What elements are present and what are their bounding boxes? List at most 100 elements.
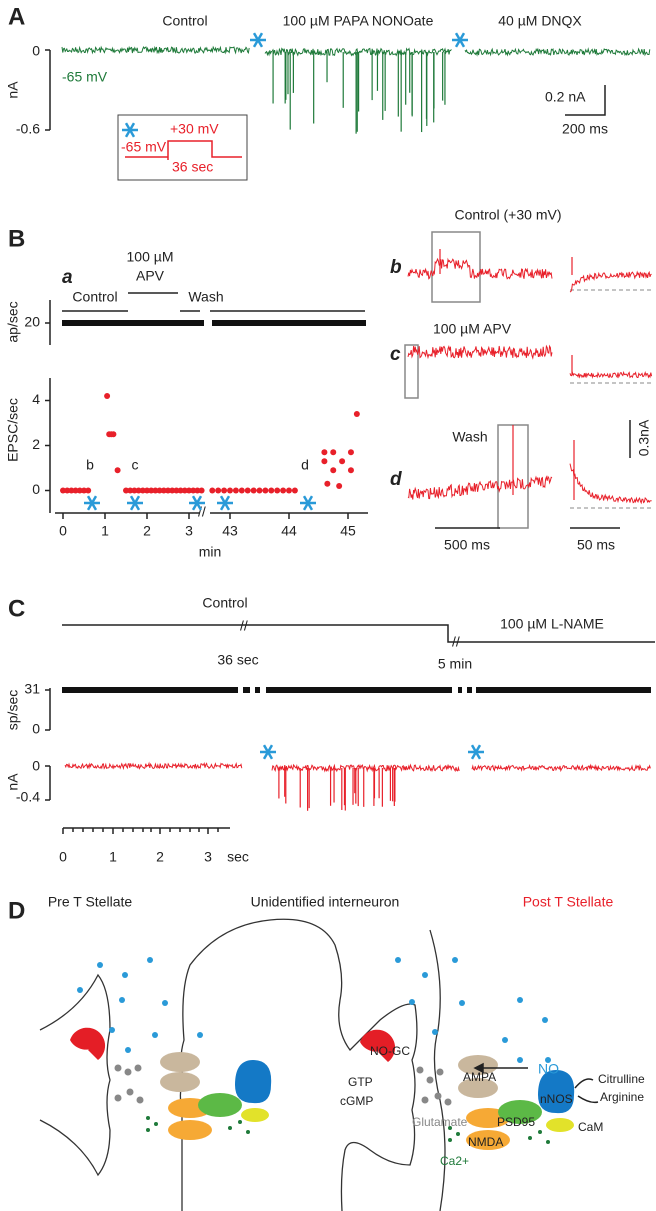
epsc-point — [280, 487, 287, 494]
epsc-point — [131, 487, 138, 494]
baseline — [570, 289, 652, 509]
epsc-point — [330, 467, 337, 474]
inset-label: +30 mV — [170, 121, 219, 137]
epsc-point — [336, 483, 343, 489]
condition: Control — [202, 595, 247, 611]
epsc-point — [324, 480, 331, 487]
tick-label: sec — [227, 849, 249, 865]
panel-label: B — [8, 225, 25, 252]
drug-label: APV — [136, 268, 165, 284]
tick-label: 20 — [24, 314, 40, 330]
epsc-point — [169, 487, 176, 494]
axis — [62, 827, 230, 834]
diagram-label: Ca2+ — [440, 1154, 469, 1168]
cell-label: Pre T Stellate — [48, 894, 133, 910]
tick-label: -0.4 — [16, 789, 40, 805]
epsc-point — [114, 467, 121, 474]
epsc-point — [256, 487, 263, 494]
tick-label: 31 — [24, 681, 40, 697]
trace-title: 100 µM APV — [433, 321, 512, 337]
sub-label: a — [62, 267, 73, 288]
diagram-label: NO-GC — [370, 1044, 410, 1058]
epsc-point — [321, 458, 328, 465]
scale-label: 0.2 nA — [545, 89, 586, 105]
trace — [271, 763, 460, 773]
holding-label: -65 mV — [62, 69, 108, 85]
diagram-label: NO — [538, 1061, 559, 1077]
panel-label: C — [8, 595, 25, 622]
arrow — [574, 1078, 599, 1104]
epsc-point — [227, 487, 233, 494]
stimulus-asterisk — [122, 122, 138, 138]
epsc-point — [268, 487, 275, 494]
epsc-point — [353, 411, 360, 417]
axis-label: nA — [5, 773, 21, 791]
inset-label: 36 sec — [172, 159, 213, 175]
scale-label: 50 ms — [577, 537, 615, 553]
stimulus-asterisk — [468, 744, 484, 760]
tick-label: 0 — [59, 523, 67, 539]
epsc-point — [139, 487, 146, 494]
stimulus-asterisk — [300, 495, 316, 511]
tick-label: -0.6 — [16, 121, 40, 137]
inset-box — [117, 114, 248, 181]
tick-label: 3 — [204, 849, 212, 865]
epsc-point — [347, 449, 354, 456]
inset-label: -65 mV — [121, 139, 167, 155]
diagram-label: Glutamate — [412, 1115, 468, 1129]
diagram-label: CaM — [578, 1120, 603, 1134]
condition: Control — [72, 289, 117, 305]
epsc-point — [244, 487, 251, 494]
epsc-point — [173, 487, 180, 494]
epsc-point — [186, 487, 192, 494]
axis-label: ap/sec — [5, 301, 21, 342]
diagram-label: cGMP — [340, 1094, 373, 1108]
tick-label: 1 — [101, 523, 109, 539]
tick-label: 1 — [109, 849, 117, 865]
tick-label: 0 — [32, 721, 40, 737]
epsc-point — [144, 487, 150, 494]
trace — [569, 370, 653, 379]
epsc-point — [60, 487, 66, 494]
trace-title: Control (+30 mV) — [455, 207, 562, 223]
tick-label: 2 — [32, 436, 40, 452]
axis — [45, 765, 51, 801]
epsc-point — [104, 393, 111, 399]
drug-label: 100 µM — [127, 249, 174, 265]
panel-label: D — [8, 897, 25, 924]
trace-letter: b — [390, 257, 402, 278]
epsc-point — [198, 487, 205, 494]
cell-label: Unidentified interneuron — [251, 894, 400, 910]
trace — [64, 761, 243, 771]
axis-label: EPSC/sec — [5, 398, 21, 462]
tick-label: 0 — [59, 849, 67, 865]
axis-break: // — [452, 634, 460, 650]
epoch-line — [62, 624, 655, 643]
calcium-dots — [146, 1116, 550, 1144]
diagram-label: nNOS — [540, 1092, 573, 1106]
epsc-point — [221, 487, 228, 494]
trace — [464, 47, 651, 57]
stimulus-asterisk — [452, 32, 468, 48]
scale-bar — [565, 85, 606, 116]
epsc-point — [262, 487, 269, 494]
epsc-point — [160, 487, 167, 494]
tick-label: 0 — [32, 481, 40, 497]
trace-letter: d — [390, 469, 402, 490]
epsc-point — [274, 487, 281, 494]
epsc-point — [135, 487, 142, 494]
epsc-point — [250, 487, 257, 494]
axis — [45, 300, 51, 345]
epsc-point — [68, 487, 75, 494]
zoom-box — [431, 231, 481, 303]
trace-letter: c — [390, 344, 401, 365]
epsc-point — [209, 487, 216, 494]
axis-label: min — [199, 544, 222, 560]
gap-label: 36 sec — [217, 652, 258, 668]
axis-break: // — [240, 618, 248, 634]
epsc-point — [330, 449, 337, 456]
epsc-point — [76, 487, 83, 494]
axis — [45, 688, 51, 731]
molecules — [70, 1027, 575, 1150]
tick-label: 3 — [185, 523, 193, 539]
